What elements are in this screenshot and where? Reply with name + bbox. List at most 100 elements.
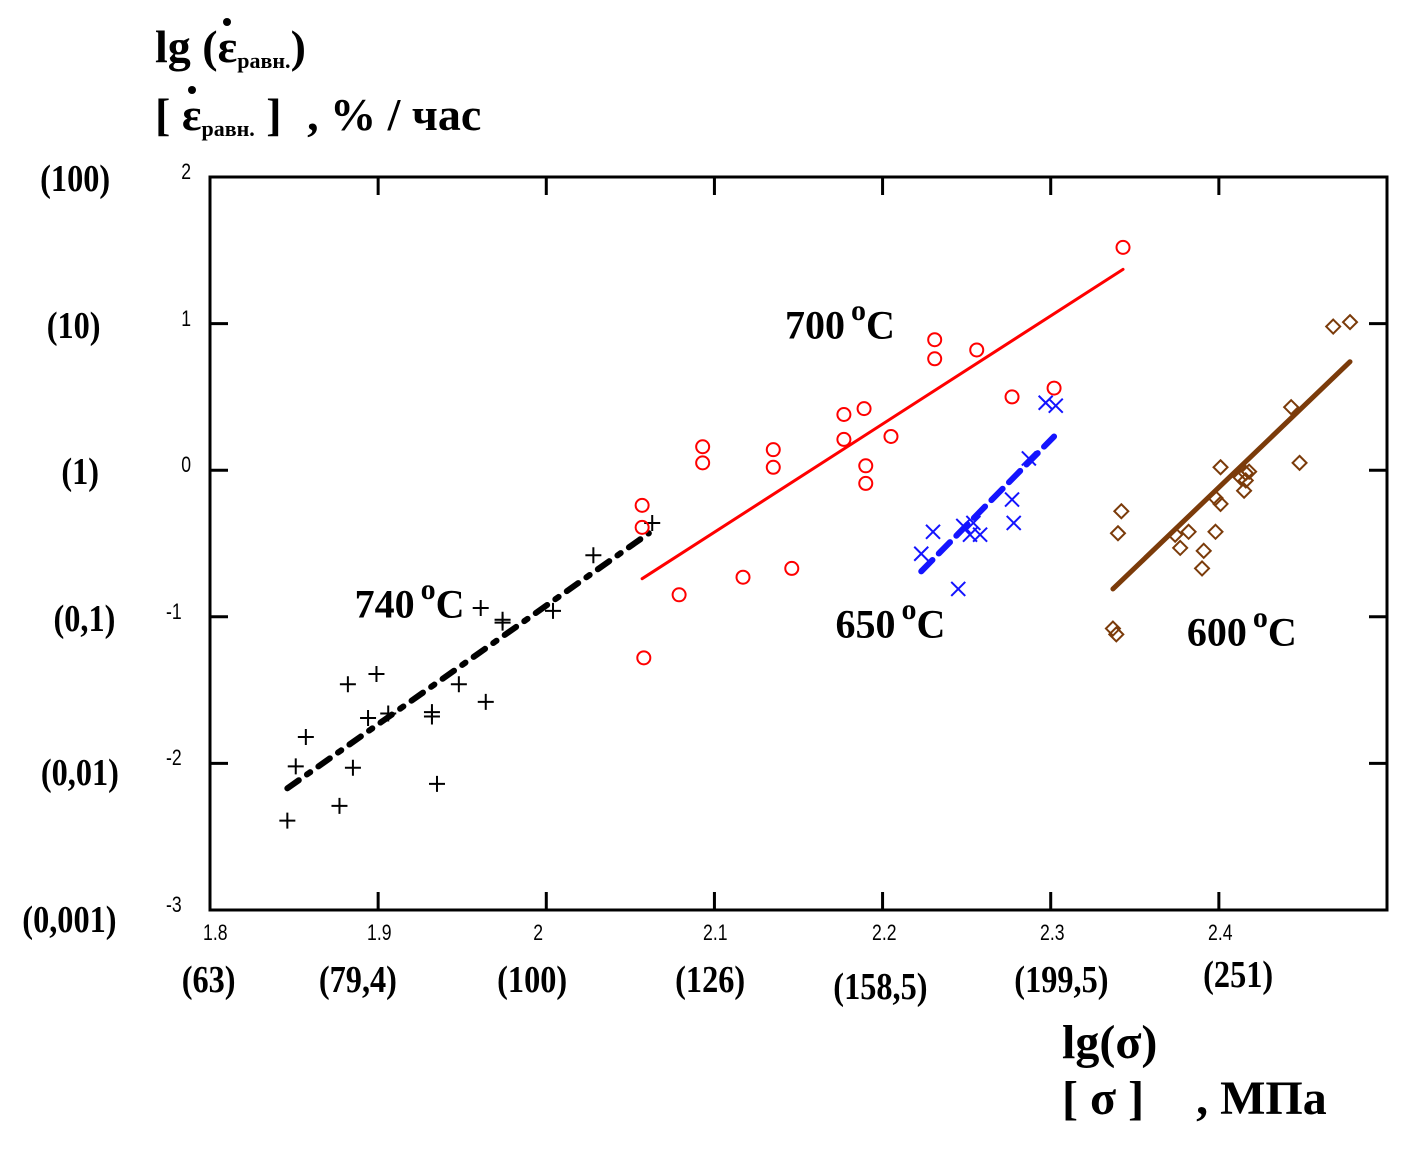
y-title-bracket-close: ] bbox=[266, 89, 282, 140]
y-secondary-label: (10) bbox=[46, 304, 101, 347]
data-point-650 bbox=[913, 546, 929, 562]
data-point-740 bbox=[477, 693, 494, 710]
y-title-suffix: ) bbox=[290, 21, 306, 72]
y-tick-label: 1 bbox=[181, 305, 192, 331]
epsilon-dot-symbol: ε bbox=[181, 86, 202, 140]
data-point-740 bbox=[380, 705, 397, 722]
data-point-740 bbox=[331, 797, 348, 814]
data-point-600 bbox=[1291, 454, 1308, 472]
data-point-650 bbox=[972, 526, 988, 543]
data-point-600 bbox=[1104, 620, 1122, 637]
fit-line-740 bbox=[284, 530, 652, 792]
series-label-unit: C bbox=[435, 581, 465, 627]
data-point-700 bbox=[695, 439, 711, 455]
x-axis-title: lg(σ) [ σ ] , МПа bbox=[1062, 1015, 1327, 1127]
data-point-700 bbox=[735, 569, 751, 585]
y-tick-label: -3 bbox=[165, 892, 182, 917]
data-point-740 bbox=[494, 611, 511, 628]
data-point-700 bbox=[836, 406, 852, 422]
y-tick-label: 0 bbox=[181, 452, 192, 478]
data-point-700 bbox=[927, 351, 943, 367]
x-secondary-label: (199,5) bbox=[1014, 959, 1109, 1001]
data-point-600 bbox=[1180, 523, 1198, 541]
data-point-650 bbox=[1021, 450, 1037, 467]
epsilon-dot-symbol: ε bbox=[217, 18, 238, 72]
data-point-740 bbox=[423, 704, 440, 721]
data-point-700 bbox=[1115, 239, 1131, 255]
degree-symbol: o bbox=[901, 593, 917, 627]
data-point-740 bbox=[287, 758, 304, 775]
y-axis-title: lg (εравн.) [ εравн. ] , % / час bbox=[155, 18, 481, 154]
data-point-740 bbox=[472, 600, 489, 617]
data-point-600 bbox=[1171, 539, 1189, 557]
data-point-700 bbox=[634, 519, 650, 535]
x-tick-label: 2.2 bbox=[871, 920, 897, 945]
series-label-700: 700 oC bbox=[785, 294, 895, 348]
y-tick-label: -1 bbox=[165, 598, 182, 624]
fit-line-600 bbox=[1110, 359, 1353, 592]
data-point-650 bbox=[1048, 397, 1064, 414]
data-point-650 bbox=[1006, 515, 1022, 531]
data-point-650 bbox=[965, 515, 982, 531]
plot-frame bbox=[208, 175, 1389, 912]
data-point-740 bbox=[545, 602, 562, 619]
data-point-700 bbox=[969, 342, 985, 358]
data-point-600 bbox=[1235, 482, 1253, 500]
data-point-700 bbox=[671, 587, 687, 603]
data-point-700 bbox=[784, 560, 800, 576]
data-point-740 bbox=[585, 547, 602, 564]
y-title-symbol: ε bbox=[217, 21, 238, 72]
y-axis-title-line2: [ εравн. ] , % / час bbox=[155, 86, 481, 154]
x-tick-label: 2.1 bbox=[703, 920, 728, 945]
data-point-740 bbox=[279, 812, 296, 829]
y-tick-label: 2 bbox=[181, 159, 192, 184]
data-point-600 bbox=[1166, 526, 1184, 544]
data-point-740 bbox=[339, 676, 356, 693]
y-title-prefix: lg ( bbox=[155, 21, 218, 72]
data-point-700 bbox=[836, 431, 852, 447]
series-label-unit: C bbox=[916, 601, 946, 647]
data-point-740 bbox=[297, 729, 314, 746]
y-secondary-label: (0,01) bbox=[40, 752, 119, 795]
data-point-700 bbox=[765, 442, 781, 458]
data-point-600 bbox=[1193, 560, 1211, 577]
x-axis-title-line1: lg(σ) bbox=[1062, 1016, 1158, 1069]
data-point-700 bbox=[695, 455, 711, 471]
data-point-600 bbox=[1195, 542, 1213, 560]
x-secondary-label: (63) bbox=[181, 959, 236, 1001]
data-point-600 bbox=[1212, 458, 1229, 476]
data-point-700 bbox=[636, 650, 652, 666]
x-axis-title-line2: [ σ ] , МПа bbox=[1062, 1071, 1327, 1127]
y-secondary-label: (100) bbox=[40, 158, 111, 200]
data-point-700 bbox=[1004, 389, 1020, 405]
data-point-600 bbox=[1212, 495, 1229, 513]
series-label-600: 600 oC bbox=[1187, 601, 1297, 655]
x-secondary-label: (158,5) bbox=[832, 966, 928, 1008]
series-label-value: 650 bbox=[835, 601, 896, 647]
x-tick-label: 1.9 bbox=[367, 920, 392, 945]
x-title-bracket: [ σ ] bbox=[1062, 1072, 1145, 1125]
x-tick-label: 2 bbox=[533, 920, 544, 945]
data-point-740 bbox=[368, 665, 385, 682]
data-point-700 bbox=[765, 459, 781, 475]
x-title-units: , МПа bbox=[1196, 1072, 1327, 1125]
data-point-600 bbox=[1341, 313, 1359, 331]
y-title-subscript: равн. bbox=[237, 48, 291, 73]
data-point-650 bbox=[950, 581, 966, 597]
data-point-600 bbox=[1112, 502, 1130, 520]
y-tick-label: -2 bbox=[165, 745, 182, 771]
data-point-700 bbox=[634, 497, 650, 513]
x-secondary-label: (251) bbox=[1203, 954, 1273, 996]
y-title-symbol-2: ε bbox=[181, 89, 202, 140]
data-point-700 bbox=[1046, 380, 1062, 396]
y-secondary-label: (1) bbox=[61, 451, 99, 494]
series-label-unit: C bbox=[866, 302, 895, 348]
data-point-650 bbox=[925, 524, 941, 540]
y-title-bracket-open: [ bbox=[155, 89, 171, 140]
data-point-740 bbox=[360, 709, 377, 726]
data-point-700 bbox=[883, 428, 899, 444]
x-secondary-label: (79,4) bbox=[319, 959, 398, 1001]
data-point-600 bbox=[1324, 318, 1342, 335]
degree-symbol: o bbox=[851, 294, 867, 328]
